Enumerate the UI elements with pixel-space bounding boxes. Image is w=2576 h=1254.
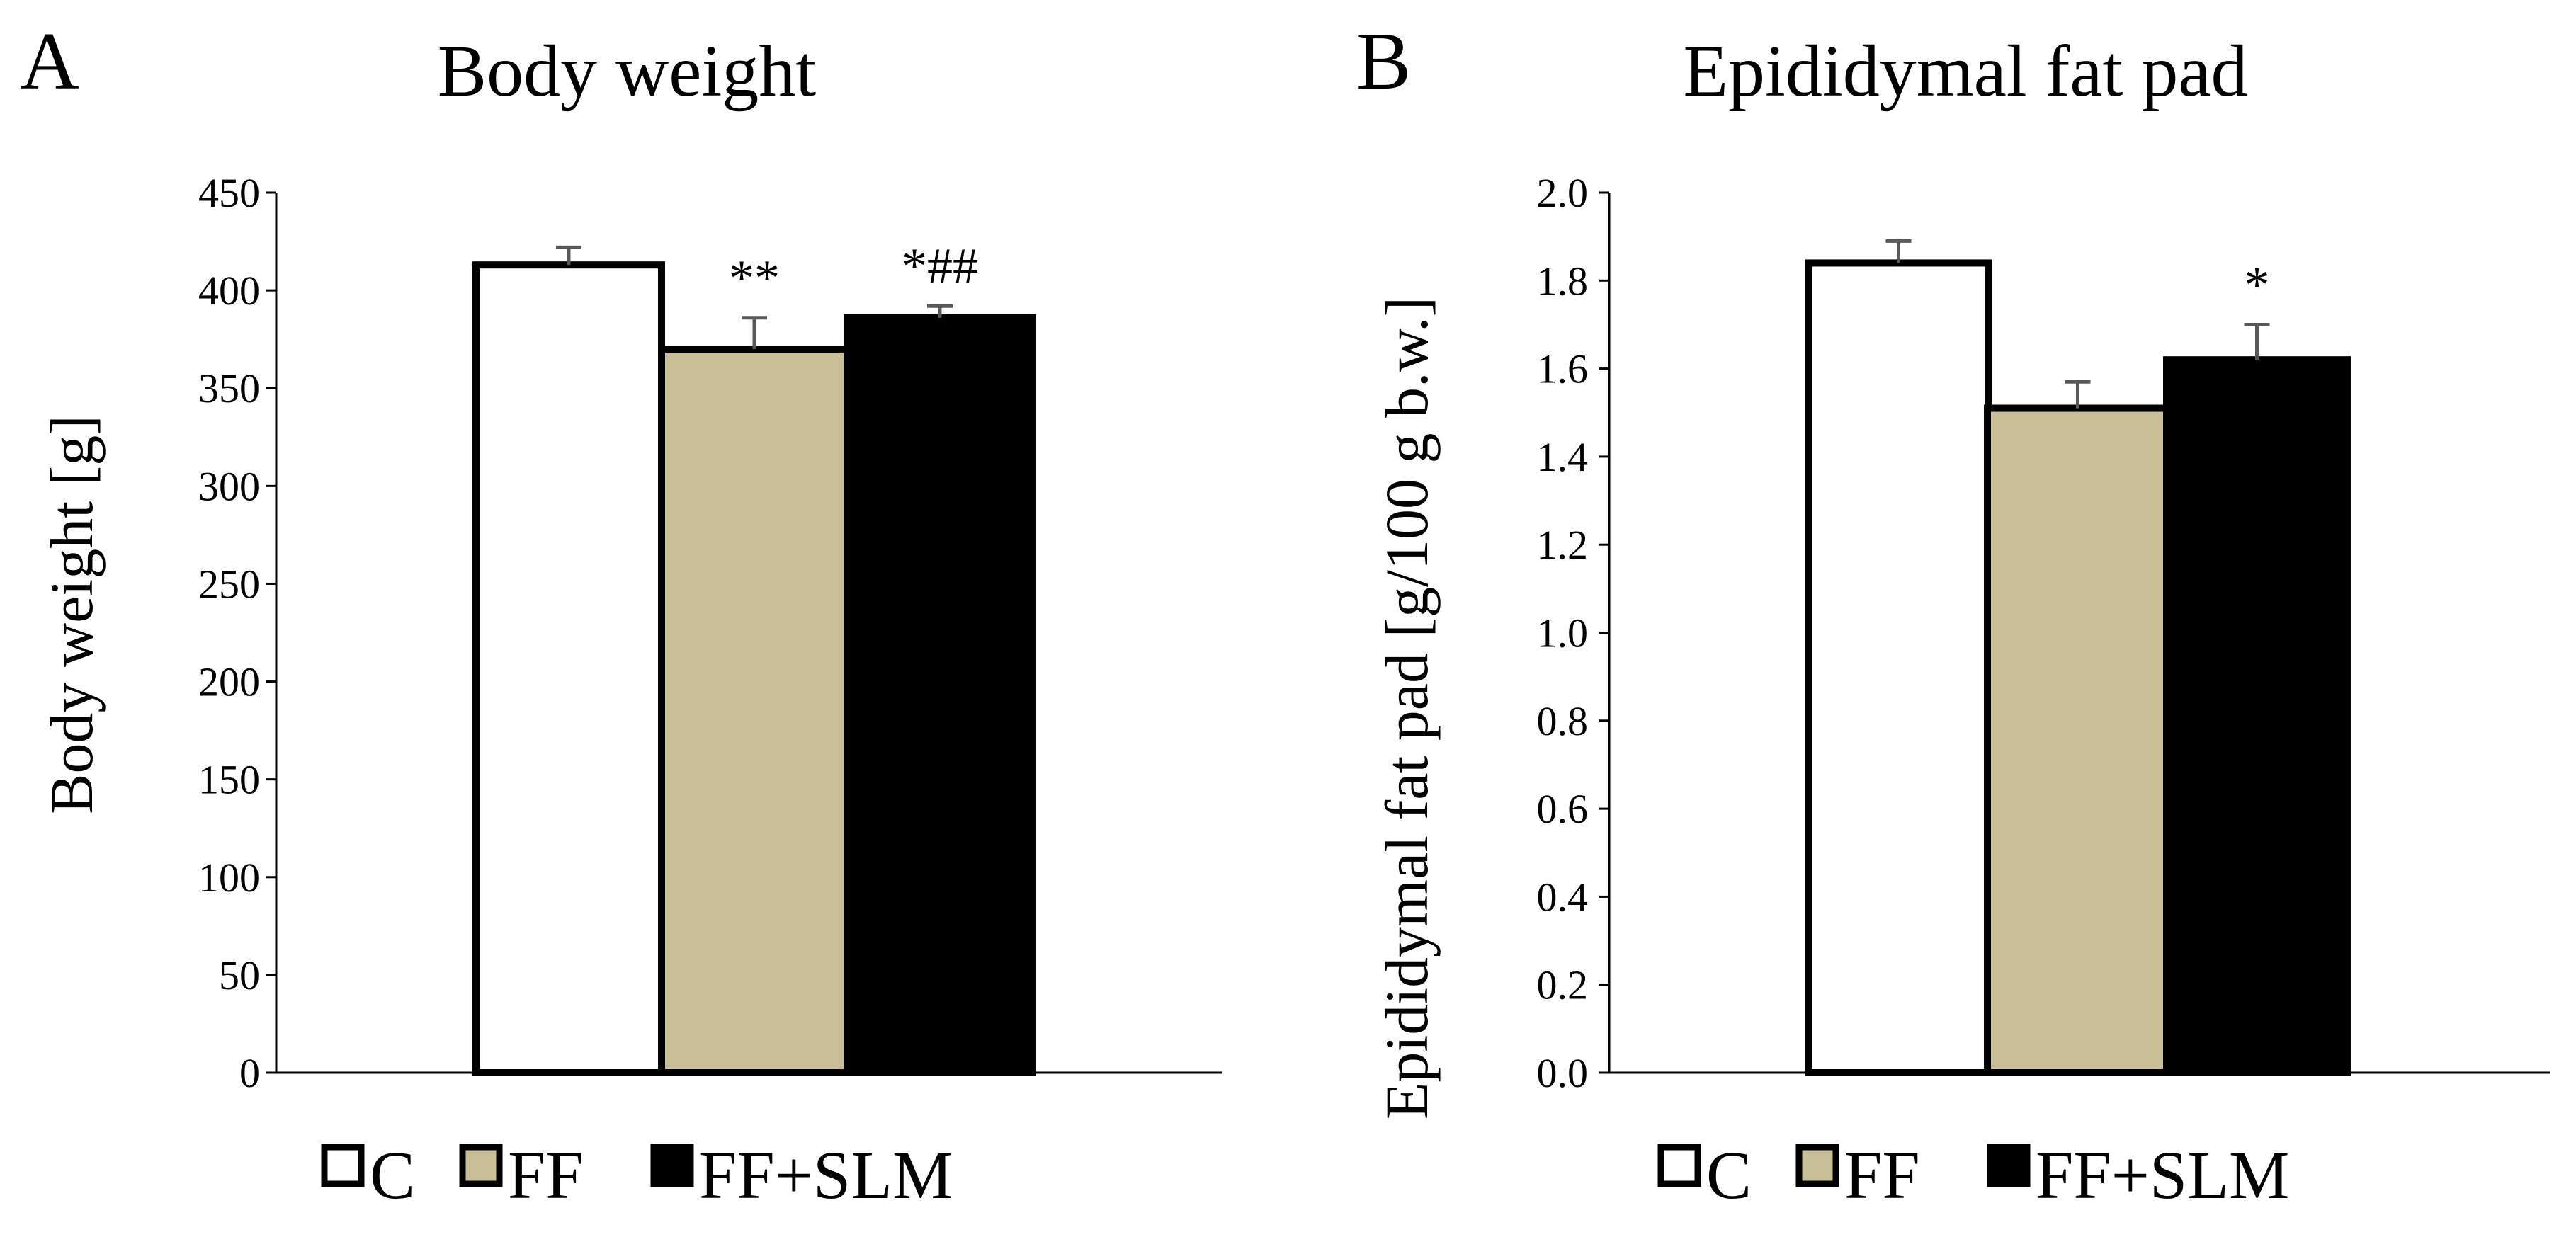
chart-title: Epididymal fat pad	[1683, 30, 2247, 112]
panel-letter: A	[20, 16, 79, 107]
y-tick-label: 150	[198, 757, 260, 803]
panel-epididymal-fat-pad: B Epididymal fat pad Epididymal fat pad …	[1356, 16, 2550, 1213]
legend-label-ff: FF	[1844, 1137, 1920, 1213]
legend-label-ff-slm: FF+SLM	[2036, 1137, 2289, 1213]
y-axis-label: Epididymal fat pad [g/100 g b.w.]	[1373, 297, 1441, 1119]
y-tick-label: 0.6	[1537, 786, 1589, 832]
y-tick-label: 1.0	[1537, 610, 1589, 656]
panel-body-weight: A Body weight Body weight [g] 0 50 100 150 2…	[20, 16, 1222, 1213]
legend-swatch-c	[1657, 1144, 1701, 1187]
bar-ff-slm	[2163, 356, 2351, 1077]
legend: C FF FF+SLM	[321, 1137, 953, 1213]
legend-label-ff: FF	[508, 1137, 584, 1213]
y-axis-label: Body weight [g]	[38, 415, 106, 814]
bar-ff	[1984, 404, 2172, 1076]
y-tick-label: 0.2	[1537, 962, 1589, 1008]
legend-swatch-ff-slm	[1987, 1144, 2031, 1187]
y-tick-label: 100	[198, 855, 260, 901]
bar-c	[1805, 259, 1992, 1077]
chart-title: Body weight	[438, 30, 817, 112]
legend-swatch-c	[321, 1144, 365, 1187]
legend-swatch-ff	[1795, 1144, 1839, 1187]
y-tick-label: 0	[239, 1050, 260, 1096]
legend-label-c: C	[370, 1137, 415, 1213]
legend-label-ff-slm: FF+SLM	[699, 1137, 953, 1213]
legend-swatch-ff	[459, 1144, 503, 1187]
bar-ff-slm	[844, 314, 1036, 1076]
y-tick-label: 0.4	[1537, 874, 1589, 920]
panel-letter: B	[1356, 16, 1411, 107]
y-tick-label: 400	[198, 268, 260, 314]
y-tick-label: 250	[198, 561, 260, 607]
y-tick-label: 1.4	[1537, 434, 1589, 480]
y-tick-label: 350	[198, 365, 260, 411]
y-tick-label: 1.2	[1537, 522, 1589, 568]
y-tick-label: 2.0	[1537, 170, 1589, 216]
significance-label: *##	[902, 238, 978, 295]
y-tick-label: 200	[198, 659, 260, 705]
y-tick-label: 300	[198, 463, 260, 509]
bar-ff	[658, 345, 851, 1076]
y-tick-label: 450	[198, 170, 260, 216]
y-tick-label: 1.6	[1537, 346, 1589, 392]
significance-label: *	[2245, 256, 2270, 313]
legend-swatch-ff-slm	[650, 1144, 694, 1187]
bar-c	[472, 261, 665, 1076]
y-tick-label: 0.0	[1537, 1050, 1589, 1096]
significance-label: **	[729, 250, 780, 307]
legend: C FF FF+SLM	[1657, 1137, 2289, 1213]
legend-label-c: C	[1706, 1137, 1752, 1213]
y-tick-label: 50	[219, 952, 260, 998]
y-tick-label: 1.8	[1537, 258, 1589, 304]
y-tick-label: 0.8	[1537, 698, 1589, 744]
